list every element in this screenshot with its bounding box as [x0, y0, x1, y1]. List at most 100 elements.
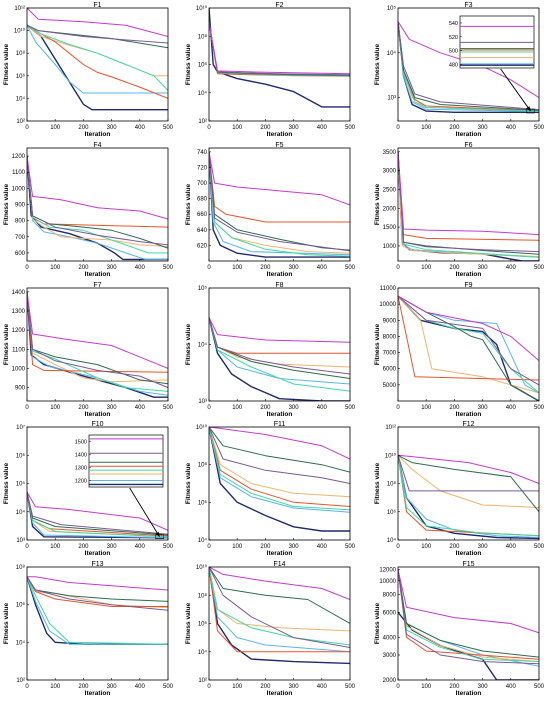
x-tick-label: 200	[449, 544, 460, 550]
x-tick-label: 300	[107, 405, 118, 411]
series-line-8	[209, 427, 350, 460]
series-line-8	[27, 576, 168, 591]
x-tick-label: 400	[506, 684, 517, 690]
chart-panel-f12: F12 0 100 200 300 400 500 Iteration 10⁴ 10⁶ 10⁸ 10¹…	[374, 421, 545, 557]
x-tick-label: 100	[421, 544, 432, 550]
chart-title: F9	[464, 282, 472, 289]
y-tick-label: 1300	[12, 309, 26, 315]
x-axis-label: Iteration	[267, 690, 293, 697]
y-tick-label: 10⁴	[387, 537, 397, 544]
plot-area	[27, 8, 168, 121]
x-axis-label: Iteration	[456, 131, 482, 138]
chart-title: F8	[275, 282, 283, 289]
inset-arrow	[500, 68, 531, 112]
y-tick-label: 1500	[383, 225, 397, 231]
series-group	[209, 151, 350, 258]
chart-panel-f14: F14 0 100 200 300 400 500 Iteration 10² 10⁴ 10⁶ 10⁸…	[185, 561, 356, 697]
x-tick-label: 100	[232, 405, 243, 411]
x-tick-label: 500	[345, 265, 356, 271]
y-tick-label: 10¹⁰	[385, 452, 397, 459]
series-line-8	[398, 569, 539, 634]
series-line-6	[209, 427, 350, 473]
y-tick-label: 1200	[12, 154, 26, 160]
y-tick-label: 700	[197, 181, 208, 187]
x-tick-label: 100	[50, 265, 61, 271]
x-tick-label: 500	[345, 125, 356, 131]
chart-panel-f2: F2 0 100 200 300 400 500 Iteration 10² 10⁴ 10⁶ 10⁸ 1…	[185, 2, 356, 138]
series-line-1	[209, 8, 350, 108]
series-group	[209, 8, 350, 108]
series-line-7	[27, 24, 168, 44]
series-line-7	[27, 156, 168, 246]
y-axis-label: Fitness value	[374, 603, 381, 645]
y-axis-label: Fitness value	[3, 603, 10, 645]
y-tick-label: 10²	[198, 119, 207, 125]
x-tick-label: 200	[260, 544, 271, 550]
y-tick-label: 10⁶	[198, 621, 208, 628]
y-tick-label: 1000	[12, 366, 26, 372]
chart-panel-f15: F15 0 100 200 300 400 500 Iteration 2000 3000 4000…	[374, 561, 545, 697]
x-tick-label: 100	[232, 544, 243, 550]
plot-area	[209, 148, 350, 261]
x-tick-label: 0	[25, 405, 29, 411]
y-tick-label: 3000	[383, 653, 397, 659]
series-line-7	[209, 151, 350, 252]
inset-tick-label: 540	[449, 21, 458, 27]
series-line-8	[27, 156, 168, 220]
series-line-1	[209, 317, 350, 401]
series-line-2	[27, 156, 168, 260]
x-tick-label: 100	[421, 125, 432, 131]
chart-title: F12	[462, 421, 474, 428]
series-line-2	[27, 576, 168, 645]
x-tick-label: 200	[449, 684, 460, 690]
chart-title: F11	[274, 421, 286, 428]
x-tick-label: 300	[107, 544, 118, 550]
x-tick-label: 100	[50, 405, 61, 411]
chart-panel-f9: F9 0 100 200 300 400 500 Iteration 5000 6000 7000 8…	[374, 282, 545, 418]
x-tick-label: 100	[232, 265, 243, 271]
x-tick-label: 300	[107, 125, 118, 131]
y-tick-label: 10⁵	[387, 5, 397, 12]
x-tick-label: 500	[163, 544, 174, 550]
x-tick-label: 200	[78, 544, 89, 550]
x-tick-label: 400	[506, 265, 517, 271]
series-line-8	[27, 491, 168, 531]
y-axis-label: Fitness value	[3, 44, 10, 86]
axes-frame	[208, 426, 351, 541]
y-axis-label: Fitness value	[3, 463, 10, 505]
series-line-8	[398, 151, 539, 236]
x-axis-label: Iteration	[85, 271, 111, 278]
y-tick-label: 10⁶	[198, 62, 208, 69]
x-axis-label: Iteration	[456, 411, 482, 418]
x-tick-label: 0	[207, 265, 211, 271]
series-line-7	[398, 151, 539, 253]
chart-panel-f5: F5 0 100 200 300 400 500 Iteration 620 640 660 680 7…	[185, 142, 356, 278]
inset-tick-label: 1300	[75, 466, 87, 472]
y-tick-label: 10⁴	[16, 639, 26, 646]
series-group	[398, 569, 539, 680]
x-tick-label: 200	[260, 265, 271, 271]
axes-frame	[397, 566, 540, 681]
series-group	[398, 454, 539, 540]
x-tick-label: 500	[163, 405, 174, 411]
series-line-4	[209, 427, 350, 507]
x-tick-label: 300	[107, 265, 118, 271]
chart-title: F1	[93, 2, 101, 9]
y-axis-label: Fitness value	[374, 184, 381, 226]
series-line-2	[209, 151, 350, 256]
y-tick-label: 640	[197, 228, 208, 234]
plot-area	[209, 288, 350, 401]
series-line-6	[209, 567, 350, 624]
series-line-1	[27, 24, 168, 111]
x-tick-label: 0	[396, 125, 400, 131]
axes-frame	[26, 7, 169, 122]
y-tick-label: 10³	[16, 538, 25, 544]
x-tick-label: 400	[135, 405, 146, 411]
x-tick-label: 400	[506, 405, 517, 411]
inset-tick-label: 1200	[75, 479, 87, 485]
y-tick-label: 6000	[383, 367, 397, 373]
series-group	[209, 427, 350, 532]
inset-frame	[88, 434, 164, 488]
axes-frame	[208, 147, 351, 262]
